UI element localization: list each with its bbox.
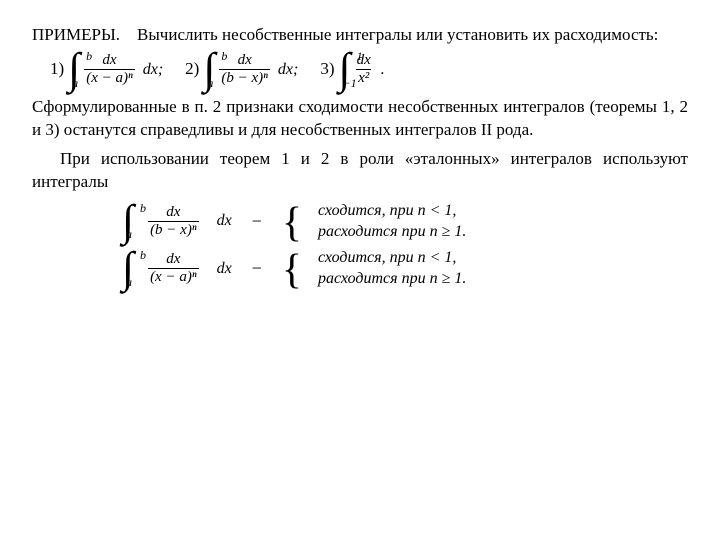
limit-bot: a	[126, 226, 132, 242]
cond-diverge: расходится при n ≥ 1.	[318, 221, 466, 243]
frac-bot: (b − x)ⁿ	[148, 221, 199, 238]
cond-converge: сходится, при n < 1,	[318, 247, 466, 269]
integral-ref2: ∫ b a	[122, 253, 132, 284]
limit-top: b	[221, 48, 227, 64]
frac-top: dx	[236, 53, 254, 69]
frac-top: dx	[164, 252, 182, 268]
reference-integral-2: ∫ b a dx (x − a)ⁿ dx − { сходится, при n…	[122, 247, 688, 290]
dash-2: −	[252, 256, 262, 280]
integral-3: ∫ 1 −1	[339, 54, 349, 85]
conditions-1: сходится, при n < 1, расходится при n ≥ …	[318, 200, 466, 243]
integral-ref1: ∫ b a	[122, 206, 132, 237]
fraction-ref2: dx (x − a)ⁿ	[148, 252, 199, 285]
dash-1: −	[252, 209, 262, 233]
limit-bot: a	[126, 274, 132, 290]
paragraph-1: Сформулированные в п. 2 признаки сходимо…	[32, 96, 688, 142]
item-number-3: 3)	[320, 58, 334, 81]
item-1: 1) ∫ b a dx (x − a)ⁿ dx;	[50, 53, 163, 86]
limit-top: b	[140, 247, 146, 263]
limit-top: b	[140, 200, 146, 216]
limit-top: 1	[357, 48, 363, 64]
fraction-ref1: dx (b − x)ⁿ	[148, 205, 199, 238]
item-3: 3) ∫ 1 −1 dx x² .	[320, 53, 384, 86]
limit-bot: −1	[343, 75, 357, 91]
header-line: ПРИМЕРЫ. Вычислить несобственные интегра…	[32, 24, 688, 47]
item-number-1: 1)	[50, 58, 64, 81]
frac-bot: x²	[356, 69, 371, 86]
paragraph-2: При использовании теорем 1 и 2 в роли «э…	[32, 148, 688, 194]
trailing-3: .	[381, 59, 385, 81]
conditions-2: сходится, при n < 1, расходится при n ≥ …	[318, 247, 466, 290]
limit-top: b	[86, 48, 92, 64]
frac-bot: (x − a)ⁿ	[148, 268, 199, 285]
cond-converge: сходится, при n < 1,	[318, 200, 466, 222]
frac-top: dx	[164, 205, 182, 221]
integral-1: ∫ b a	[68, 54, 78, 85]
trailing-ref1: dx	[217, 210, 232, 232]
trailing-1: dx;	[143, 59, 163, 81]
reference-integral-1: ∫ b a dx (b − x)ⁿ dx − { сходится, при n…	[122, 200, 688, 243]
frac-top: dx	[100, 53, 118, 69]
trailing-2: dx;	[278, 59, 298, 81]
item-2: 2) ∫ b a dx (b − x)ⁿ dx;	[185, 53, 298, 86]
limit-bot: a	[207, 75, 213, 91]
frac-bot: (x − a)ⁿ	[84, 69, 135, 86]
brace-icon: {	[282, 260, 302, 281]
header-text: Вычислить несобственные интегралы или ус…	[137, 25, 658, 44]
integral-2: ∫ b a	[203, 54, 213, 85]
brace-icon: {	[282, 213, 302, 234]
examples-label: ПРИМЕРЫ.	[32, 25, 120, 44]
integrals-row: 1) ∫ b a dx (x − a)ⁿ dx; 2) ∫ b a dx (b …	[50, 53, 688, 86]
limit-bot: a	[72, 75, 78, 91]
item-number-2: 2)	[185, 58, 199, 81]
frac-bot: (b − x)ⁿ	[219, 69, 270, 86]
trailing-ref2: dx	[217, 258, 232, 280]
cond-diverge: расходится при n ≥ 1.	[318, 268, 466, 290]
